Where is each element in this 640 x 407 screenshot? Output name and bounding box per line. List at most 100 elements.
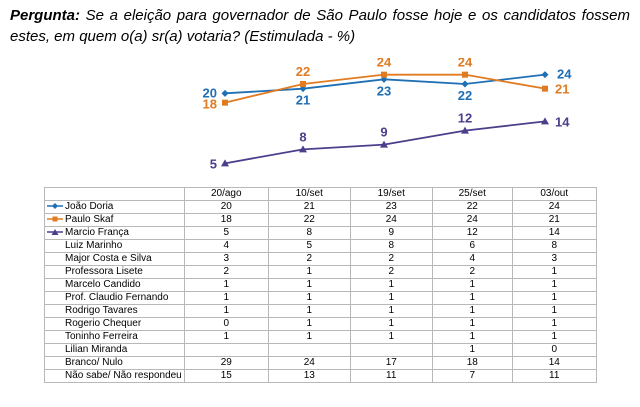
table-cell: 1 <box>267 265 351 279</box>
table-row: Professora Lisete 2 1 2 2 1 <box>44 265 597 279</box>
table-cell: 0 <box>183 317 269 331</box>
data-label: 21 <box>555 82 569 97</box>
row-label: Lilian Miranda <box>65 344 128 356</box>
data-label: 24 <box>557 67 572 82</box>
table-cell: 1 <box>267 291 351 305</box>
row-label-cell: Luiz Marinho <box>44 239 185 253</box>
row-label: Rogerio Chequer <box>65 318 142 330</box>
data-point <box>461 126 469 134</box>
table-cell: 2 <box>349 265 433 279</box>
question-label: Pergunta <box>10 7 76 24</box>
results-table: 20/ago 10/set 19/set 25/set 03/out João … <box>44 187 597 383</box>
row-label-cell: Não sabe/ Não respondeu <box>44 369 185 383</box>
table-cell: 1 <box>349 291 433 305</box>
row-label: Branco/ Nulo <box>65 357 123 369</box>
table-cell: 5 <box>183 226 269 240</box>
table-header-blank <box>44 187 185 201</box>
table-cell: 4 <box>431 252 513 266</box>
table-row: Lilian Miranda 1 0 <box>44 343 597 357</box>
table-row: Rogerio Chequer 0 1 1 1 1 <box>44 317 597 331</box>
table-header: 03/out <box>511 187 597 201</box>
row-label: Toninho Ferreira <box>65 331 138 343</box>
data-label: 22 <box>296 64 310 79</box>
data-point <box>541 117 549 125</box>
row-label-cell: Marcelo Candido <box>44 278 185 292</box>
table-cell: 9 <box>349 226 433 240</box>
table-row: Branco/ Nulo 29 24 17 18 14 <box>44 356 597 370</box>
table-cell: 1 <box>267 304 351 318</box>
table-cell: 24 <box>431 213 513 227</box>
row-label-cell: Toninho Ferreira <box>44 330 185 344</box>
table-cell <box>183 343 269 357</box>
question: Pergunta: Se a eleição para governador d… <box>10 7 630 45</box>
row-label: Marcelo Candido <box>65 279 141 291</box>
row-label: Rodrigo Tavares <box>65 305 138 317</box>
table-cell: 5 <box>267 239 351 253</box>
data-label: 14 <box>555 114 570 129</box>
table-cell: 29 <box>183 356 269 370</box>
data-point <box>381 71 387 78</box>
data-point <box>461 80 469 88</box>
data-point <box>300 81 306 87</box>
data-label: 5 <box>210 156 217 171</box>
table-cell: 14 <box>511 356 597 370</box>
table-cell: 4 <box>183 239 269 253</box>
row-label: Major Costa e Silva <box>65 253 152 265</box>
table-cell: 23 <box>349 200 433 214</box>
table-cell: 8 <box>511 239 597 253</box>
table-cell: 24 <box>511 200 597 214</box>
data-label: 8 <box>299 129 306 144</box>
data-label: 18 <box>203 97 217 112</box>
table-cell: 1 <box>511 265 597 279</box>
table-cell: 1 <box>267 317 351 331</box>
data-label: 24 <box>458 58 473 70</box>
table-cell: 2 <box>183 265 269 279</box>
row-label: Paulo Skaf <box>65 214 114 226</box>
table-header-row: 20/ago 10/set 19/set 25/set 03/out <box>44 187 597 201</box>
table-cell: 1 <box>349 278 433 292</box>
table-cell: 20 <box>183 200 269 214</box>
table-header: 25/set <box>431 187 513 201</box>
row-label-cell: Major Costa e Silva <box>44 252 185 266</box>
table-header: 10/set <box>267 187 351 201</box>
row-label: Luiz Marinho <box>65 240 123 252</box>
table-cell: 1 <box>431 317 513 331</box>
data-point <box>222 99 228 106</box>
legend-key-icon <box>47 228 63 236</box>
table-cell: 21 <box>267 200 351 214</box>
row-label: Não sabe/ Não respondeu <box>65 370 182 382</box>
row-label: Marcio França <box>65 227 129 239</box>
table-header: 19/set <box>349 187 433 201</box>
table-cell: 7 <box>431 369 513 383</box>
table-cell: 1 <box>349 317 433 331</box>
table-row: Toninho Ferreira 1 1 1 1 1 <box>44 330 597 344</box>
data-label: 9 <box>380 125 387 140</box>
table-cell: 1 <box>511 291 597 305</box>
table-cell: 1 <box>267 278 351 292</box>
table-cell: 13 <box>267 369 351 383</box>
table-cell: 12 <box>431 226 513 240</box>
table-cell: 24 <box>267 356 351 370</box>
table-cell: 14 <box>511 226 597 240</box>
data-label: 24 <box>377 58 392 70</box>
table-cell: 11 <box>349 369 433 383</box>
row-label: Prof. Claudio Fernando <box>65 292 169 304</box>
table-cell: 18 <box>183 213 269 227</box>
table-cell: 1 <box>431 330 513 344</box>
table-cell: 1 <box>431 304 513 318</box>
data-point <box>299 145 307 153</box>
table-cell: 3 <box>511 252 597 266</box>
question-text: Se a eleição para governador de São Paul… <box>10 7 630 45</box>
row-label-cell: Professora Lisete <box>44 265 185 279</box>
row-label-cell: Prof. Claudio Fernando <box>44 291 185 305</box>
row-label-cell: Rogerio Chequer <box>44 317 185 331</box>
data-label: 21 <box>296 93 310 108</box>
table-cell: 22 <box>431 200 513 214</box>
table-cell <box>349 343 433 357</box>
table-cell <box>267 343 351 357</box>
table-cell: 1 <box>183 304 269 318</box>
row-label-cell: Rodrigo Tavares <box>44 304 185 318</box>
table-cell: 2 <box>349 252 433 266</box>
data-label: 12 <box>458 111 472 126</box>
